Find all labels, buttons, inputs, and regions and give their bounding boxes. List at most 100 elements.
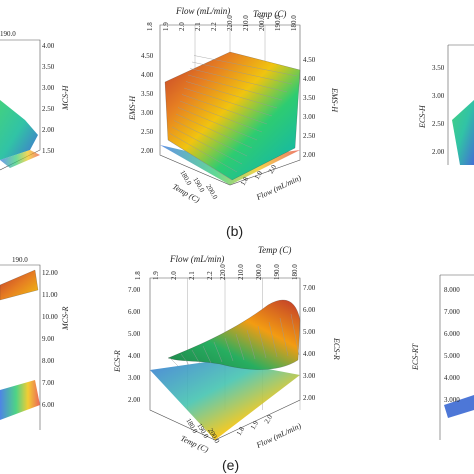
panel-c-z-tick: 3.00 [432, 92, 445, 100]
panel-e-temp-label: Temp (C) [258, 245, 291, 255]
panel-e-flow-tick-top: 2.2 [206, 271, 214, 280]
panel-c-z-tick: 3.50 [432, 64, 445, 72]
panel-b-z-tick-left: 2.50 [141, 128, 154, 136]
panel-b-z-tick-left: 2.00 [141, 147, 154, 155]
panel-e: 7.00 6.00 5.00 4.00 3.00 2.00 7.00 6.00 5.00 4.0… [113, 245, 341, 473]
panel-e-flow-tick-top: 2.1 [188, 271, 196, 280]
panel-e-z-tick-left: 5.00 [128, 330, 141, 338]
panel-b-z-tick-right: 2.00 [303, 151, 316, 159]
panel-e-z-tick-left: 6.00 [128, 308, 141, 316]
panel-b-z-tick-left: 3.00 [141, 109, 154, 117]
panel-e-z-tick-right: 6.00 [303, 306, 316, 314]
panel-b-flow-tick-top: 1.9 [162, 22, 170, 31]
panel-e-z-tick-right: 4.00 [303, 350, 316, 358]
panel-d: 190.0 12.00 11.00 10.00 9.00 8.00 7.00 6.00 MC… [0, 256, 70, 430]
panel-b-temp-tick-top: 200.0 [258, 15, 266, 31]
panel-b-flow-tick-bottom: 1.8 [239, 175, 251, 187]
panel-b-mesh-line [179, 100, 263, 133]
panel-b-z-tick-left: 3.50 [141, 90, 154, 98]
panel-e-mesh-line [202, 345, 212, 364]
panel-e-temp-tick-top: 190.0 [273, 264, 281, 280]
panel-e-mesh-line [224, 337, 234, 362]
panel-a-z-tick: 4.00 [42, 42, 55, 50]
panel-a: 190.0 4.00 3.50 3.00 2.50 2.00 1.50 MCS-H [0, 30, 70, 171]
panel-d-frame [0, 264, 41, 430]
panel-e-temp-tick-top: 200.0 [255, 264, 263, 280]
panel-e-z-tick-left: 4.00 [128, 352, 141, 360]
panel-d-base [0, 380, 40, 420]
panel-e-flow-label: Flow (mL/min) [169, 254, 224, 264]
panel-b-z-tick-right: 2.50 [303, 132, 316, 140]
panel-b-flow-label: Flow (mL/min) [175, 6, 230, 16]
panel-a-z-tick: 3.00 [42, 84, 55, 92]
panel-c-frame [447, 44, 474, 165]
panel-d-z-tick: 12.00 [42, 269, 58, 277]
panel-e-temp-tick-top: 180.0 [291, 264, 299, 280]
panel-e-mesh-line [279, 317, 289, 357]
panel-d-z-tick: 10.00 [42, 313, 58, 321]
panel-b-mesh-line [191, 61, 293, 85]
panel-d-z-tick: 11.00 [42, 291, 58, 299]
panel-b-flow-tick-bottom: 1.9 [253, 169, 265, 181]
panel-b: 4.50 4.00 3.50 3.00 2.50 2.00 4.50 4.00 3.50 3.0… [128, 6, 339, 239]
panel-a-temp-tick: 190.0 [0, 30, 16, 38]
panel-f-z-tick: 6.000 [444, 330, 460, 338]
panel-b-mesh-line [169, 133, 238, 173]
panel-b-flow-tick-top: 2.2 [210, 22, 218, 31]
panel-e-mesh-line [235, 333, 245, 361]
panel-e-z-tick-left: 3.00 [128, 374, 141, 382]
panel-e-mesh-line [180, 353, 190, 366]
panel-a-z-tick: 1.50 [42, 147, 55, 155]
panel-a-zlabel: MCS-H [61, 84, 70, 111]
panel-b-mesh-line [167, 139, 233, 181]
panel-e-mesh-line [246, 329, 256, 360]
panel-f-z-tick: 7.000 [444, 308, 460, 316]
panel-b-z-tick-right: 4.50 [303, 56, 316, 64]
panel-e-surface [167, 299, 301, 370]
panel-c-z-tick: 2.50 [432, 120, 445, 128]
panel-b-flow-tick-top: 2.0 [178, 22, 186, 31]
panel-f-z-tick: 8.000 [444, 286, 460, 294]
panel-b-mesh-line [189, 68, 288, 93]
panel-a-surface [0, 100, 38, 160]
panel-a-z-tick: 2.50 [42, 105, 55, 113]
panel-f: 8.000 7.000 6.000 5.000 4.000 3.000 ECS-RT [411, 274, 474, 440]
panel-e-caption: (e) [222, 457, 239, 473]
panel-d-z-tick: 6.00 [42, 401, 55, 409]
panel-b-mesh-line [171, 126, 243, 165]
panel-d-zlabel: MCS-R [61, 306, 70, 331]
panel-d-z-tick: 8.00 [42, 357, 55, 365]
panel-c-z-tick: 2.00 [432, 148, 445, 156]
panel-e-mesh-line [290, 313, 300, 356]
panel-b-z-tick-left: 4.50 [141, 52, 154, 60]
panel-e-z-tick-right: 2.00 [303, 394, 316, 402]
panel-e-z-tick-left: 7.00 [128, 286, 141, 294]
panel-f-z-tick: 5.000 [444, 352, 460, 360]
panel-b-mesh-line [173, 120, 248, 157]
panel-b-temp-tick-top: 190.0 [274, 15, 282, 31]
panel-d-z-tick: 9.00 [42, 335, 55, 343]
panel-e-z-tick-left: 2.00 [128, 396, 141, 404]
panel-b-zlabel-left: EMS-H [128, 95, 137, 121]
panel-e-flow-label-bottom: Flow (mL/min) [254, 421, 303, 450]
panel-b-temp-tick-top: 180.0 [290, 15, 298, 31]
panel-e-z-tick-right: 7.00 [303, 284, 316, 292]
panel-b-flow-tick-top: 2.1 [194, 22, 202, 31]
panel-e-base [150, 360, 300, 440]
panel-b-zlabel-right: EMS-H [330, 87, 339, 113]
panel-e-zlabel-right: ECS-R [332, 337, 341, 360]
panel-f-surface [444, 395, 474, 418]
panel-b-mesh-line [177, 107, 258, 141]
panel-e-temp-tick-top: 220.0 [219, 264, 227, 280]
panel-e-flow-tick-top: 1.8 [134, 271, 142, 280]
panel-f-zlabel: ECS-RT [411, 343, 420, 371]
panel-e-flow-tick-bottom: 1.8 [235, 425, 247, 437]
panel-c: 3.50 3.00 2.50 2.00 ECS-H [418, 44, 474, 165]
panel-a-base [0, 150, 40, 168]
panel-d-surface [0, 269, 39, 301]
panel-c-zlabel: ECS-H [418, 104, 427, 129]
panel-e-flow-tick-bottom: 2.0 [263, 413, 275, 425]
panel-b-temp-label: Temp (C) [253, 9, 286, 19]
panel-b-z-tick-right: 3.00 [303, 113, 316, 121]
panel-b-z-tick-right: 3.50 [303, 94, 316, 102]
